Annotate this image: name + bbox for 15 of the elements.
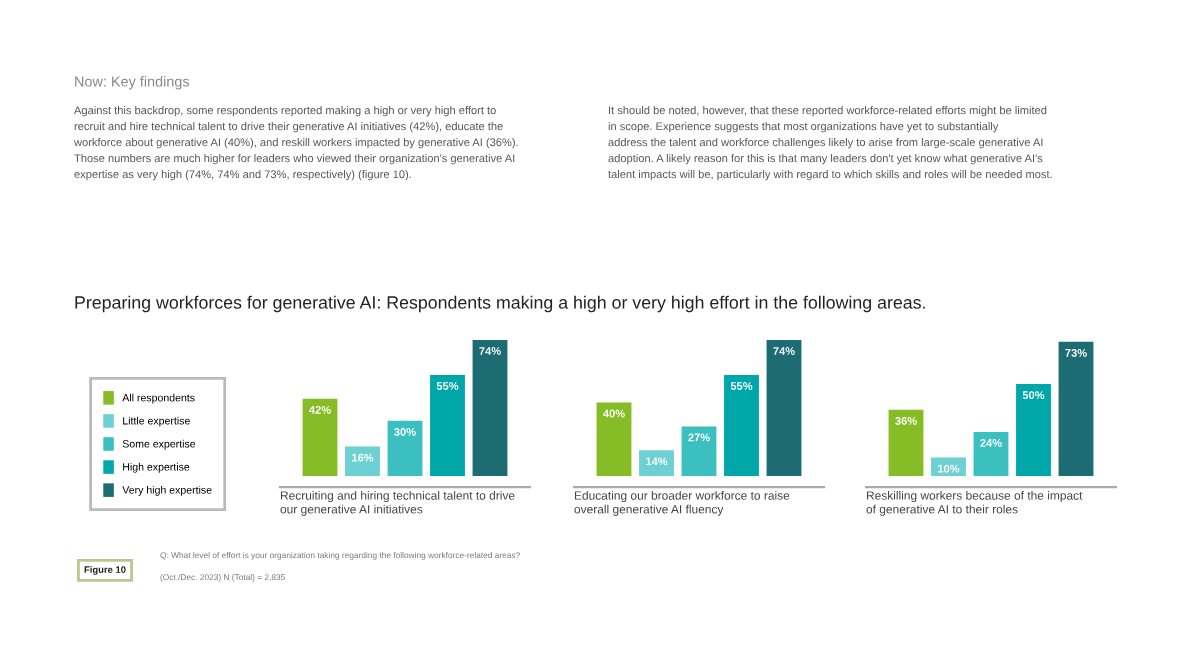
bar	[302, 398, 338, 476]
bar	[430, 374, 465, 476]
chart-title: Preparing workforces for generative AI: Respondents making a high or very high effort in the following areas.	[75, 295, 925, 313]
bar	[724, 374, 759, 476]
bar	[639, 450, 674, 476]
bar	[472, 340, 508, 476]
bar	[345, 446, 380, 476]
bar	[387, 420, 423, 476]
bar	[681, 426, 717, 476]
bar	[766, 340, 802, 476]
bar	[888, 409, 924, 476]
bar	[596, 402, 632, 476]
bar	[973, 431, 1009, 476]
bar	[1058, 341, 1094, 476]
bar	[1016, 384, 1051, 476]
